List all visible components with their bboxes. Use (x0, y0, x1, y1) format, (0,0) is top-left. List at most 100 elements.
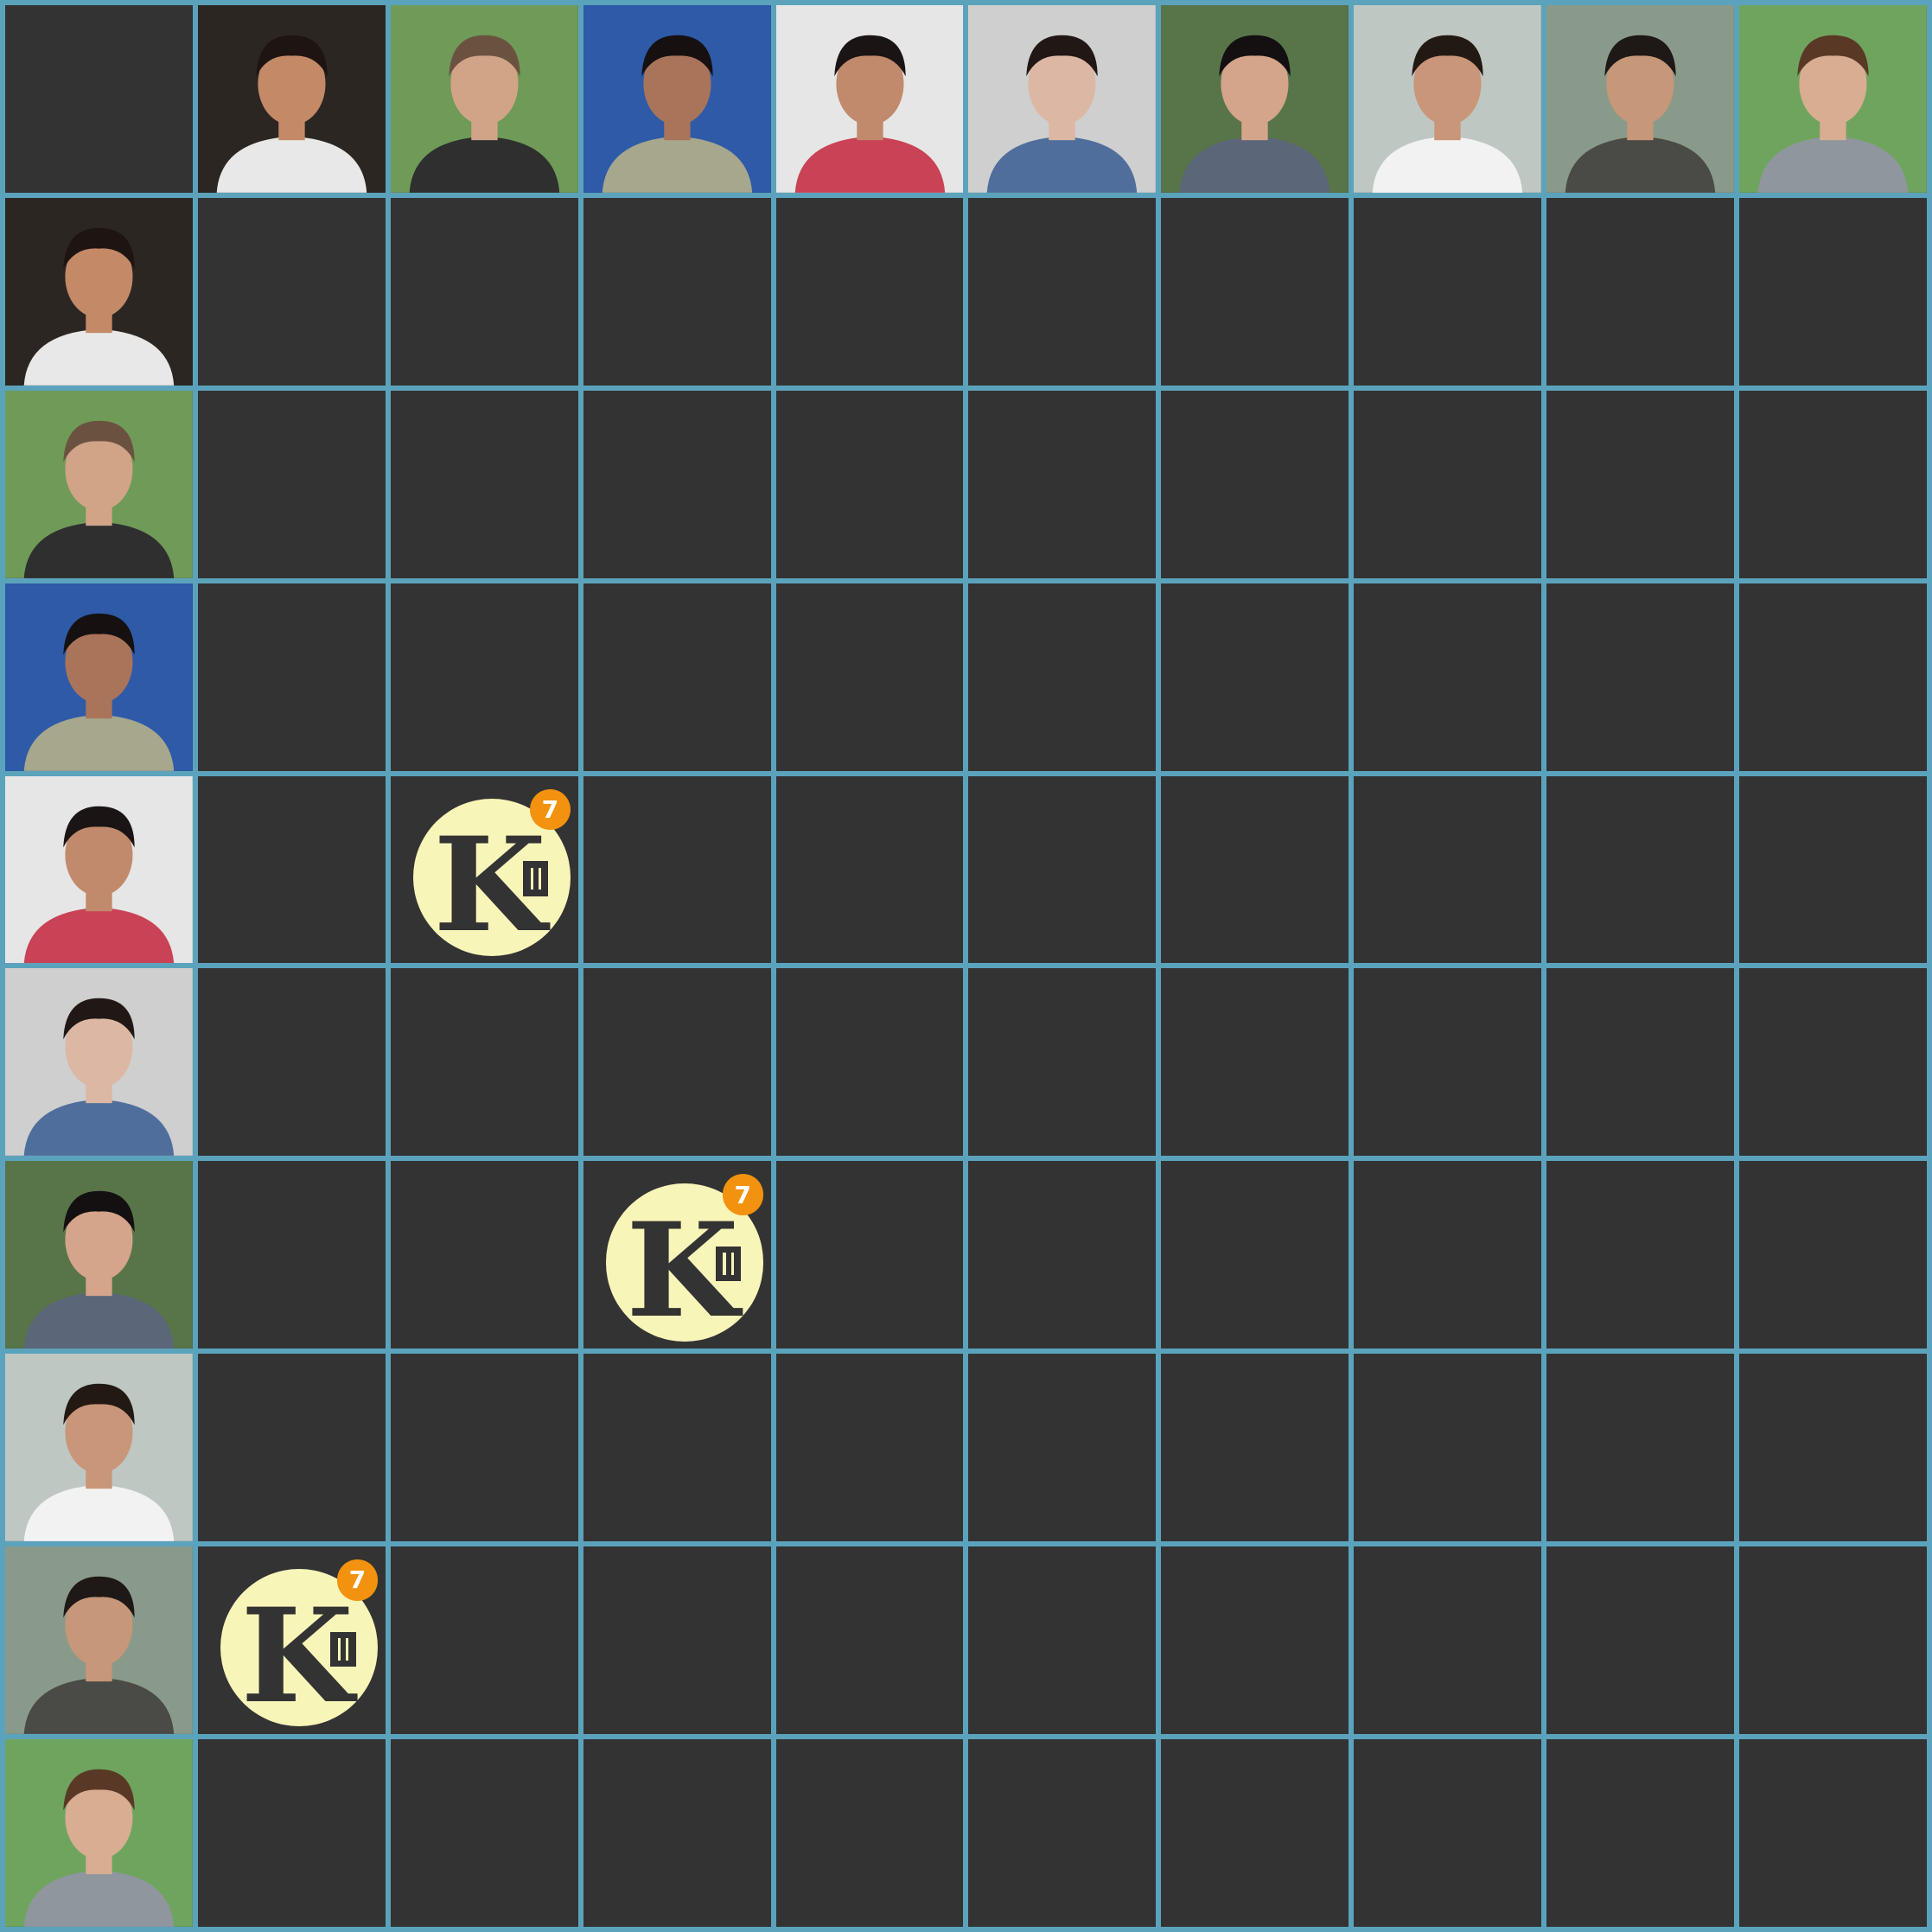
board-cell[interactable] (1161, 390, 1349, 578)
board-cell[interactable] (1546, 1546, 1735, 1735)
row-header-photo[interactable] (5, 968, 193, 1157)
board-cell[interactable] (197, 1739, 386, 1927)
board-cell[interactable] (1546, 968, 1735, 1157)
board-cell[interactable] (583, 1546, 771, 1735)
board-cell[interactable] (968, 1161, 1157, 1349)
board-cell[interactable] (775, 1739, 964, 1927)
board-cell[interactable] (1546, 197, 1735, 386)
column-header-photo[interactable] (197, 5, 386, 193)
board-cell[interactable] (583, 197, 771, 386)
board-cell[interactable] (1739, 1161, 1927, 1349)
column-header-photo[interactable] (775, 5, 964, 193)
board-cell[interactable] (390, 197, 578, 386)
board-cell[interactable] (968, 1354, 1157, 1542)
column-header-photo[interactable] (1354, 5, 1542, 193)
board-cell[interactable] (775, 1546, 964, 1735)
board-cell[interactable] (968, 968, 1157, 1157)
board-cell[interactable] (1161, 197, 1349, 386)
board-cell[interactable] (1161, 1546, 1349, 1735)
board-cell[interactable] (1546, 1739, 1735, 1927)
board-cell[interactable] (197, 775, 386, 964)
board-cell[interactable] (390, 1161, 578, 1349)
board-cell[interactable] (968, 390, 1157, 578)
board-cell[interactable] (197, 390, 386, 578)
board-cell[interactable] (1546, 390, 1735, 578)
board-cell[interactable] (1739, 1354, 1927, 1542)
board-cell[interactable] (197, 197, 386, 386)
board-cell[interactable] (197, 1161, 386, 1349)
board-cell[interactable] (1354, 197, 1542, 386)
board-cell[interactable] (1739, 775, 1927, 964)
board-cell[interactable] (1354, 1161, 1542, 1349)
board-cell[interactable] (1354, 968, 1542, 1157)
column-header-photo[interactable] (1161, 5, 1349, 193)
board-cell[interactable] (197, 968, 386, 1157)
board-cell[interactable] (583, 390, 771, 578)
board-cell[interactable] (968, 197, 1157, 386)
board-cell[interactable] (1546, 1354, 1735, 1542)
board-cell[interactable] (968, 1739, 1157, 1927)
board-cell[interactable] (1739, 968, 1927, 1157)
board-cell[interactable] (390, 1739, 578, 1927)
board-cell[interactable] (775, 775, 964, 964)
board-cell[interactable] (1161, 968, 1349, 1157)
board-cell[interactable] (775, 1161, 964, 1349)
row-header-photo[interactable] (5, 1546, 193, 1735)
board-cell[interactable] (1354, 775, 1542, 964)
board-cell[interactable] (1739, 197, 1927, 386)
board-cell[interactable] (1161, 1161, 1349, 1349)
board-cell[interactable] (1161, 583, 1349, 771)
board-cell[interactable] (775, 390, 964, 578)
board-cell[interactable] (1546, 775, 1735, 964)
board-cell[interactable] (1161, 775, 1349, 964)
board-cell[interactable] (390, 1546, 578, 1735)
row-header-photo[interactable] (5, 197, 193, 386)
board-cell[interactable] (1354, 1354, 1542, 1542)
board-cell[interactable] (775, 583, 964, 771)
board-cell[interactable] (583, 1739, 771, 1927)
row-header-photo[interactable] (5, 775, 193, 964)
board-cell[interactable] (1354, 1546, 1542, 1735)
board-cell[interactable] (775, 1354, 964, 1542)
board-cell[interactable] (775, 197, 964, 386)
board-cell[interactable] (968, 583, 1157, 771)
board-cell[interactable] (1161, 1354, 1349, 1542)
board-cell[interactable] (583, 775, 771, 964)
board-cell[interactable] (1739, 1546, 1927, 1735)
column-header-photo[interactable] (968, 5, 1157, 193)
row-header-photo[interactable] (5, 1161, 193, 1349)
board-cell[interactable] (1354, 583, 1542, 771)
column-header-photo[interactable] (390, 5, 578, 193)
column-header-photo[interactable] (1546, 5, 1735, 193)
column-header-photo[interactable] (1739, 5, 1927, 193)
board-cell[interactable] (968, 775, 1157, 964)
board-cell[interactable] (1739, 583, 1927, 771)
row-header-photo[interactable] (5, 1354, 193, 1542)
column-header-photo[interactable] (583, 5, 771, 193)
board-cell[interactable] (968, 1546, 1157, 1735)
board-cell[interactable] (390, 390, 578, 578)
board-cell[interactable] (1739, 1739, 1927, 1927)
board-cell[interactable] (583, 583, 771, 771)
board-cell[interactable] (1739, 390, 1927, 578)
board-cell[interactable] (775, 968, 964, 1157)
row-header-photo[interactable] (5, 390, 193, 578)
board-cell[interactable] (390, 583, 578, 771)
board-cell[interactable] (1354, 390, 1542, 578)
board-cell[interactable] (197, 1354, 386, 1542)
board-cell[interactable] (583, 1354, 771, 1542)
board-cell[interactable] (390, 968, 578, 1157)
board-cell[interactable] (390, 1354, 578, 1542)
board-cell[interactable] (1161, 1739, 1349, 1927)
row-header-photo[interactable] (5, 583, 193, 771)
row-header-photo[interactable] (5, 1739, 193, 1927)
board-cell[interactable] (1354, 1739, 1542, 1927)
board-cell[interactable] (1546, 583, 1735, 771)
board-cell[interactable] (197, 583, 386, 771)
